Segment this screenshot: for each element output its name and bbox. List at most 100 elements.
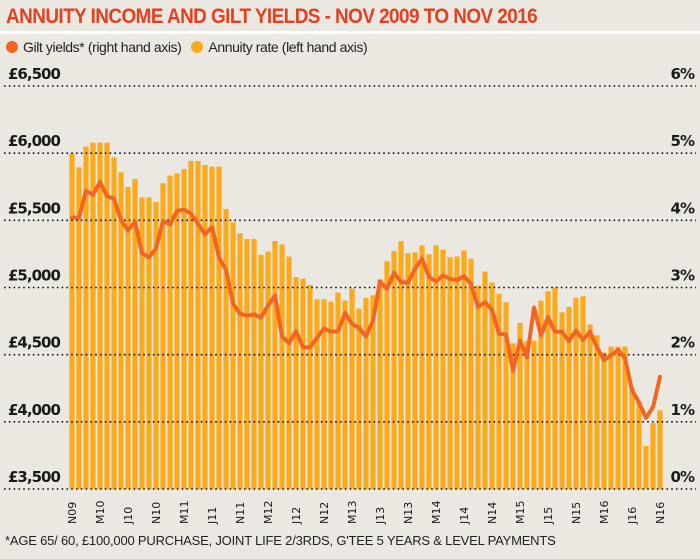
bar-annuity-rate <box>580 296 586 489</box>
bar-annuity-rate <box>356 308 362 489</box>
bar-annuity-rate <box>377 279 383 489</box>
legend-dot-gilt-icon <box>6 41 18 53</box>
x-axis-tick-label: M15 <box>514 501 527 525</box>
bar-annuity-rate <box>426 254 432 489</box>
bar-annuity-rate <box>286 256 292 489</box>
bar-annuity-rate <box>300 278 306 489</box>
bar-annuity-rate <box>629 386 635 489</box>
bar-annuity-rate <box>223 208 229 490</box>
bar-annuity-rate <box>475 285 481 489</box>
bar-annuity-rate <box>97 142 103 489</box>
x-axis-tick-label: J10 <box>122 507 135 525</box>
bar-annuity-rate <box>531 340 537 489</box>
bar-annuity-rate <box>335 292 341 489</box>
bar-annuity-rate <box>622 346 628 489</box>
x-axis-tick-label: M13 <box>346 501 359 525</box>
bar-annuity-rate <box>412 252 418 489</box>
right-axis-tick-label: 2% <box>671 334 695 352</box>
left-axis-tick-label: £3,500 <box>8 468 60 486</box>
x-axis-tick-label: J13 <box>374 507 387 525</box>
left-axis-tick-label: £5,500 <box>8 199 60 217</box>
x-axis-tick-label: J16 <box>626 507 639 525</box>
bar-annuity-rate <box>153 201 159 489</box>
bar-annuity-rate <box>503 302 509 489</box>
right-axis-tick-label: 6% <box>671 65 695 83</box>
chart-title: ANNUITY INCOME AND GILT YIELDS - NOV 200… <box>6 5 538 28</box>
bar-annuity-rate <box>251 239 257 489</box>
left-axis-tick-label: £4,000 <box>8 401 60 419</box>
bar-annuity-rate <box>454 256 460 489</box>
x-axis-tick-label: N15 <box>570 502 583 524</box>
x-axis-tick-label: M11 <box>178 501 191 525</box>
bar-annuity-rate <box>132 178 138 489</box>
footnote: *AGE 65/ 60, £100,000 PURCHASE, JOINT LI… <box>5 533 556 548</box>
bar-annuity-rate <box>321 299 327 489</box>
bar-annuity-rate <box>636 401 642 489</box>
bar-annuity-rate <box>111 157 117 489</box>
bar-annuity-rate <box>482 271 488 489</box>
bar-annuity-rate <box>188 160 194 489</box>
x-axis-tick-label: J11 <box>206 507 219 525</box>
x-axis-tick-label: N09 <box>66 502 79 524</box>
bar-annuity-rate <box>69 153 75 490</box>
bar-annuity-rate <box>538 300 544 489</box>
bar-annuity-rate <box>272 241 278 489</box>
right-axis-tick-label: 3% <box>671 267 695 285</box>
x-axis-tick-label: M16 <box>598 501 611 525</box>
x-axis-tick-label: N14 <box>486 502 499 524</box>
x-axis-tick-label: J15 <box>542 507 555 525</box>
bar-annuity-rate <box>608 346 614 489</box>
bar-annuity-rate <box>419 245 425 489</box>
bar-annuity-rate <box>76 167 82 489</box>
right-axis-tick-label: 4% <box>671 199 695 217</box>
x-axis-tick-label: N13 <box>402 502 415 524</box>
bar-annuity-rate <box>552 287 558 489</box>
bar-annuity-rate <box>573 297 579 489</box>
bar-annuity-rate <box>258 254 264 489</box>
bar-annuity-rate <box>587 324 593 489</box>
bar-annuity-rate <box>545 291 551 489</box>
bar-annuity-rate <box>349 288 355 489</box>
line-gilt-yields <box>70 180 662 420</box>
bar-annuity-rate <box>83 146 89 489</box>
bar-annuity-rate <box>146 197 152 489</box>
bar-annuity-rate <box>279 244 285 489</box>
bar-annuity-rate <box>195 160 201 489</box>
bar-annuity-rate <box>370 295 376 489</box>
bar-annuity-rate <box>293 277 299 489</box>
bar-annuity-rate <box>594 335 600 489</box>
bar-annuity-rate <box>216 166 222 489</box>
left-axis-tick-label: £5,000 <box>8 267 60 285</box>
x-axis-tick-label: N10 <box>150 502 163 524</box>
bar-annuity-rate <box>160 183 166 490</box>
bar-annuity-rate <box>118 172 124 489</box>
bar-annuity-rate <box>104 142 110 489</box>
x-axis-tick-label: N12 <box>318 502 331 524</box>
x-axis-tick-label: N16 <box>654 502 667 524</box>
bar-annuity-rate <box>237 233 243 489</box>
bar-annuity-rate <box>510 343 516 489</box>
bar-annuity-rate <box>559 312 565 489</box>
right-axis-tick-label: 0% <box>671 468 695 486</box>
bar-annuity-rate <box>202 164 208 489</box>
bar-annuity-rate <box>489 282 495 489</box>
x-axis-tick-label: M10 <box>94 501 107 525</box>
bar-annuity-rate <box>398 241 404 489</box>
bar-annuity-rate <box>601 352 607 489</box>
bar-annuity-rate <box>139 197 145 489</box>
bar-annuity-rate <box>314 299 320 489</box>
bar-annuity-rate <box>230 222 236 489</box>
bar-annuity-rate <box>244 239 250 489</box>
bar-annuity-rate <box>174 173 180 490</box>
bar-annuity-rate <box>657 410 663 489</box>
bar-annuity-rate <box>125 187 131 489</box>
bar-annuity-rate <box>615 346 621 489</box>
legend: Gilt yields* (right hand axis) Annuity r… <box>6 39 377 55</box>
x-axis-tick-label: M14 <box>430 501 443 525</box>
bar-annuity-rate <box>167 175 173 489</box>
legend-dot-annuity-icon <box>191 41 204 53</box>
bar-annuity-rate <box>328 301 334 489</box>
bar-annuity-rate <box>363 297 369 489</box>
legend-label: Gilt yields* (right hand axis) <box>23 39 182 55</box>
